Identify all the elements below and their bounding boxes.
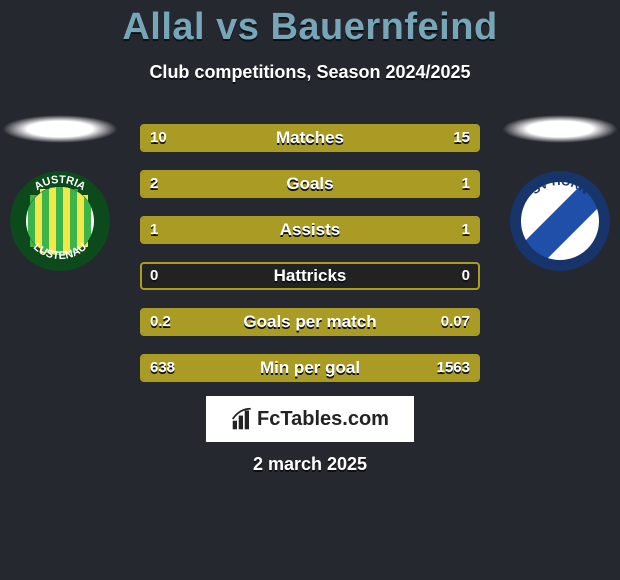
bar-track <box>140 308 480 336</box>
stat-left-value: 0 <box>140 262 168 290</box>
ellipse-shadow-icon <box>2 115 118 143</box>
stat-row: 0.2 0.07 Goals per match <box>140 308 480 336</box>
stat-left-value: 10 <box>140 124 177 152</box>
stat-right-value: 15 <box>443 124 480 152</box>
stat-row: 1 1 Assists <box>140 216 480 244</box>
stat-right-value: 1 <box>452 216 480 244</box>
stat-row: 2 1 Goals <box>140 170 480 198</box>
page-subtitle: Club competitions, Season 2024/2025 <box>0 62 620 83</box>
stat-right-value: 1 <box>452 170 480 198</box>
stat-right-value: 0 <box>452 262 480 290</box>
club-logo-left: AUSTRIA LUSTENAU <box>10 171 110 271</box>
stats-bars: 10 15 Matches 2 1 Goals 1 1 Assists <box>140 124 480 400</box>
stat-row: 638 1563 Min per goal <box>140 354 480 382</box>
club-logo-right: SV HORN <box>510 171 610 271</box>
stat-row: 0 0 Hattricks <box>140 262 480 290</box>
page-title: Allal vs Bauernfeind <box>0 6 620 49</box>
fctables-text: FcTables.com <box>257 408 389 431</box>
stat-right-value: 0.07 <box>431 308 480 336</box>
bar-fill-left <box>142 172 367 196</box>
right-player-badge: SV HORN <box>500 115 620 271</box>
render-date: 2 march 2025 <box>0 454 620 475</box>
stat-left-value: 1 <box>140 216 168 244</box>
bar-track <box>140 216 480 244</box>
left-player-badge: AUSTRIA LUSTENAU <box>0 115 120 271</box>
stat-left-value: 638 <box>140 354 185 382</box>
ellipse-shadow-icon <box>502 115 618 143</box>
stat-row: 10 15 Matches <box>140 124 480 152</box>
stat-right-value: 1563 <box>427 354 480 382</box>
bar-track <box>140 170 480 198</box>
bar-track <box>140 124 480 152</box>
bar-track <box>140 262 480 290</box>
stat-left-value: 2 <box>140 170 168 198</box>
stat-left-value: 0.2 <box>140 308 181 336</box>
fctables-link[interactable]: FcTables.com <box>206 396 414 442</box>
bar-chart-icon <box>231 405 255 433</box>
